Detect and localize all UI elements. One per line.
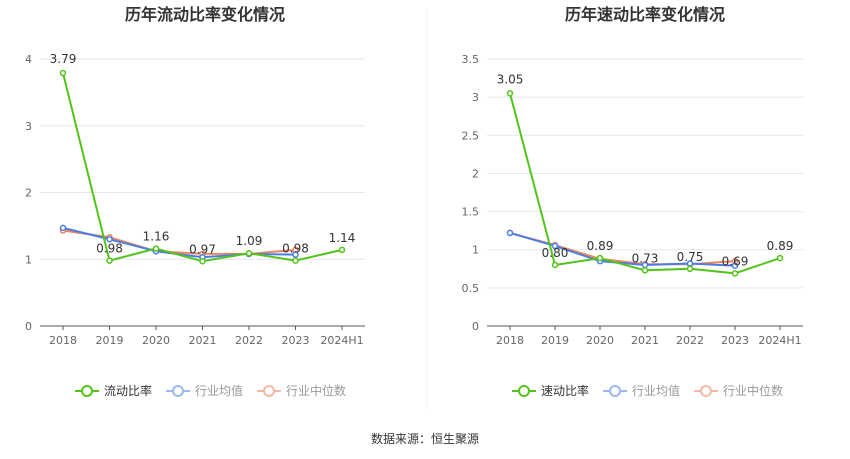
data-point [152, 245, 160, 252]
series-line [509, 231, 736, 267]
x-tick-label: 2021 [189, 334, 217, 347]
x-tick-label: 2024H1 [758, 334, 801, 347]
legend-marker [609, 385, 621, 397]
data-point [338, 246, 346, 254]
data-label: 0.98 [282, 242, 309, 256]
y-tick-label: 3.5 [462, 53, 480, 66]
data-point [731, 262, 739, 269]
source-note: 数据来源：恒生聚源 [370, 432, 479, 446]
y-tick-label: 2 [472, 167, 479, 180]
data-label: 0.89 [587, 239, 614, 253]
x-tick-label: 2019 [541, 334, 569, 347]
legend-marker [518, 385, 530, 397]
data-label: 3.05 [497, 72, 524, 86]
data-label: 0.69 [722, 254, 749, 268]
data-label: 0.75 [677, 250, 704, 264]
y-tick-label: 0 [25, 320, 32, 333]
data-point [106, 257, 113, 264]
y-tick-label: 2.5 [462, 129, 480, 142]
data-point [506, 229, 514, 237]
data-label: 0.73 [632, 251, 659, 265]
legend-item[interactable]: 行业中位数 [286, 383, 346, 398]
data-point [596, 254, 604, 262]
data-point [731, 270, 739, 277]
y-tick-label: 1 [472, 244, 479, 257]
x-tick-label: 2024H1 [320, 334, 363, 347]
x-tick-label: 2022 [676, 334, 704, 347]
legend-item[interactable]: 行业均值 [632, 383, 680, 398]
data-point [106, 235, 113, 243]
data-point [199, 258, 206, 265]
y-tick-label: 2 [25, 187, 32, 200]
data-point [686, 265, 694, 273]
x-tick-label: 2018 [49, 334, 77, 347]
x-tick-label: 2018 [496, 334, 524, 347]
chart-title: 历年速动比率变化情况 [565, 5, 725, 24]
x-tick-label: 2019 [96, 334, 124, 347]
data-label: 1.16 [143, 230, 170, 244]
legend-item[interactable]: 行业中位数 [723, 383, 783, 398]
y-tick-label: 0 [472, 320, 479, 333]
x-tick-label: 2023 [282, 334, 310, 347]
data-point [641, 267, 649, 274]
x-tick-label: 2021 [631, 334, 659, 347]
chart-title: 历年流动比率变化情况 [125, 5, 285, 24]
y-tick-label: 0.5 [462, 282, 480, 295]
legend-marker [172, 385, 184, 397]
data-point [506, 90, 514, 97]
data-point [776, 254, 784, 262]
data-point [551, 242, 559, 250]
y-tick-label: 1 [25, 253, 32, 266]
data-label: 1.09 [236, 234, 263, 248]
legend-item[interactable]: 流动比率 [104, 383, 152, 398]
y-tick-label: 3 [472, 91, 479, 104]
legend-marker [263, 385, 275, 397]
legend-item[interactable]: 速动比率 [541, 383, 589, 398]
y-tick-label: 1.5 [462, 206, 480, 219]
data-point [551, 261, 559, 269]
x-tick-label: 2023 [721, 334, 749, 347]
y-tick-label: 4 [25, 53, 32, 66]
data-label: 3.79 [50, 52, 77, 66]
series-line [62, 72, 343, 263]
data-point [292, 251, 299, 258]
data-label: 0.89 [767, 239, 794, 253]
x-tick-label: 2020 [142, 334, 170, 347]
legend-marker [81, 385, 93, 397]
data-label: 0.98 [96, 242, 123, 256]
data-label: 0.80 [542, 246, 569, 260]
data-point [292, 257, 299, 264]
data-point [59, 69, 67, 77]
data-label: 0.97 [189, 242, 216, 256]
y-tick-label: 3 [25, 120, 32, 133]
data-label: 1.14 [329, 231, 356, 245]
x-tick-label: 2020 [586, 334, 614, 347]
data-point [59, 224, 67, 232]
legend-item[interactable]: 行业均值 [195, 383, 243, 398]
legend-marker [700, 385, 712, 397]
x-tick-label: 2022 [235, 334, 263, 347]
data-point [245, 249, 253, 257]
